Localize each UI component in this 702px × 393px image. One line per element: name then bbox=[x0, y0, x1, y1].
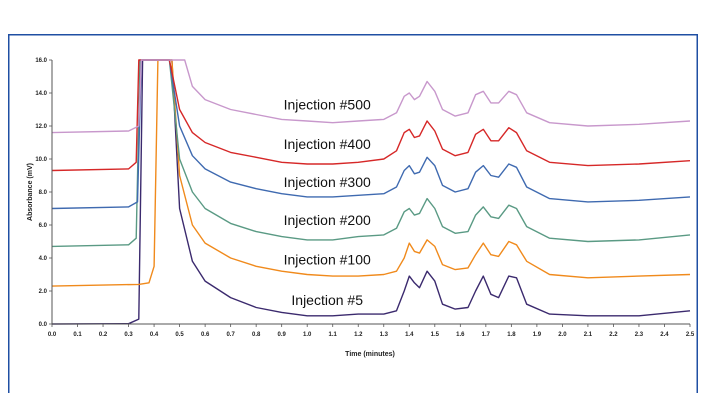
y-tick-label: 4.0 bbox=[39, 256, 48, 262]
x-tick-label: 2.0 bbox=[558, 332, 567, 338]
series-annotation: Injection #500 bbox=[284, 97, 371, 113]
series-line-injection-500 bbox=[51, 59, 691, 134]
y-tick-label: 2.0 bbox=[39, 289, 48, 295]
x-tick-label: 0.3 bbox=[124, 332, 133, 338]
y-tick-label: 0.0 bbox=[39, 322, 48, 328]
series-annotation: Injection #100 bbox=[284, 252, 371, 268]
x-tick-label: 1.7 bbox=[482, 332, 491, 338]
series-line-injection-100 bbox=[51, 59, 691, 287]
x-tick-label: 1.4 bbox=[405, 332, 414, 338]
y-tick-label: 16.0 bbox=[35, 58, 47, 64]
x-tick-label: 0.8 bbox=[252, 332, 261, 338]
x-tick-label: 2.3 bbox=[635, 332, 644, 338]
series-annotation: Injection #400 bbox=[284, 136, 371, 152]
series-line-injection-300 bbox=[51, 59, 691, 210]
x-tick-label: 1.3 bbox=[380, 332, 389, 338]
x-tick-label: 1.9 bbox=[533, 332, 542, 338]
x-tick-label: 1.8 bbox=[507, 332, 516, 338]
axes-layer: 0.0 0.1 0.2 0.3 0.4 0.5 0.6 0.7 0.8 0.9 1.0 1.1 1.2 1… bbox=[35, 58, 695, 338]
y-tick-label: 14.0 bbox=[35, 91, 47, 97]
x-tick-label: 1.0 bbox=[303, 332, 312, 338]
x-tick-label: 0.0 bbox=[48, 332, 57, 338]
x-tick-label: 0.6 bbox=[201, 332, 210, 338]
y-tick-label: 10.0 bbox=[35, 157, 47, 163]
x-tick-label: 1.1 bbox=[329, 332, 338, 338]
frame-border-top bbox=[8, 34, 698, 36]
series-layer bbox=[51, 59, 691, 325]
series-annotation: Injection #200 bbox=[284, 212, 371, 228]
series-annotation: Injection #5 bbox=[291, 292, 363, 308]
frame-border-left bbox=[8, 34, 10, 393]
y-tick-label: 6.0 bbox=[39, 223, 48, 229]
x-tick-label: 0.4 bbox=[150, 332, 159, 338]
x-tick-label: 1.5 bbox=[431, 332, 440, 338]
x-tick-label: 0.7 bbox=[226, 332, 235, 338]
x-tick-label: 0.1 bbox=[73, 332, 82, 338]
x-tick-label: 2.1 bbox=[584, 332, 593, 338]
series-line-injection-200 bbox=[51, 59, 691, 248]
x-tick-label: 1.6 bbox=[456, 332, 465, 338]
series-line-injection-5 bbox=[51, 59, 691, 325]
y-axis-title: Absorbance (mV) bbox=[27, 163, 34, 221]
y-tick-label: 8.0 bbox=[39, 190, 48, 196]
x-tick-label: 0.2 bbox=[99, 332, 108, 338]
annotation-layer: Injection #500 Injection #400 Injection #3… bbox=[284, 97, 371, 309]
x-axis-title: Time (minutes) bbox=[345, 351, 395, 358]
y-tick-label: 12.0 bbox=[35, 124, 47, 130]
series-annotation: Injection #300 bbox=[284, 174, 371, 190]
frame-border-right bbox=[696, 34, 698, 393]
x-tick-label: 0.9 bbox=[278, 332, 287, 338]
x-tick-label: 2.5 bbox=[686, 332, 695, 338]
x-tick-label: 0.5 bbox=[175, 332, 184, 338]
x-tick-label: 1.2 bbox=[354, 332, 363, 338]
x-tick-label: 2.4 bbox=[660, 332, 669, 338]
series-line-injection-400 bbox=[51, 59, 691, 172]
x-tick-label: 2.2 bbox=[609, 332, 618, 338]
